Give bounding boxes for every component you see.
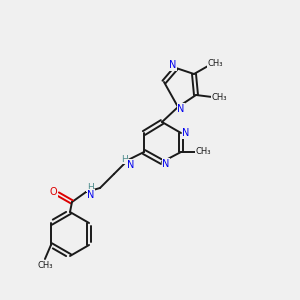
- Text: CH₃: CH₃: [195, 148, 211, 157]
- Text: O: O: [49, 187, 57, 197]
- Text: CH₃: CH₃: [37, 260, 53, 269]
- Text: H: H: [87, 182, 93, 191]
- Text: N: N: [169, 60, 177, 70]
- Text: CH₃: CH₃: [207, 58, 223, 68]
- Text: N: N: [127, 160, 135, 170]
- Text: N: N: [87, 190, 95, 200]
- Text: CH₃: CH₃: [211, 92, 227, 101]
- Text: H: H: [121, 154, 128, 164]
- Text: N: N: [182, 128, 190, 138]
- Text: N: N: [177, 104, 185, 114]
- Text: N: N: [162, 159, 170, 169]
